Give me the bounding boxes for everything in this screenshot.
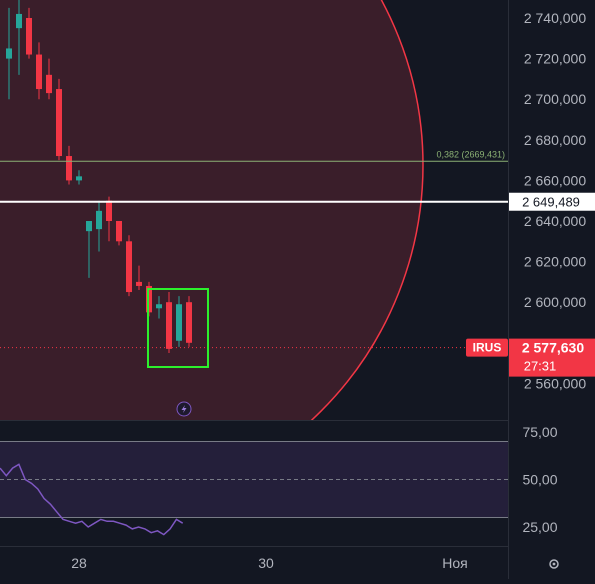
candle-body <box>66 156 72 181</box>
candle-body <box>56 89 62 157</box>
candle-body <box>136 281 142 286</box>
fib-level-label: 0,382 (2669,431) <box>436 149 505 159</box>
price-tick: 2 600,000 <box>524 294 586 310</box>
osc-tick: 25,00 <box>522 519 557 535</box>
symbol-label: IRUS <box>473 341 502 355</box>
current-price-tag: IRUS 2 577,630 27:31 <box>466 338 595 377</box>
price-tick: 2 680,000 <box>524 132 586 148</box>
time-label-30: 30 <box>258 555 274 571</box>
price-tick: 2 620,000 <box>524 254 586 270</box>
bar-countdown: 27:31 <box>524 359 557 374</box>
current-price-label: 2 577,630 <box>522 340 584 356</box>
candle-body <box>96 210 102 230</box>
candle-body <box>76 176 82 181</box>
price-ticks: 2 740,000 2 720,000 2 700,000 2 680,000 2 66… <box>524 10 586 391</box>
candle-body <box>126 241 132 293</box>
oscillator-ticks: 75,00 50,00 25,00 <box>522 424 557 535</box>
osc-tick: 75,00 <box>522 424 557 440</box>
hline-price-label: 2 649,489 <box>509 192 595 211</box>
candle-body <box>26 18 32 55</box>
highlight-rectangle[interactable] <box>147 288 209 368</box>
oscillator-line <box>0 463 184 536</box>
candle-body <box>166 302 172 349</box>
oscillator-pane[interactable] <box>0 441 508 536</box>
candle-body <box>86 221 92 232</box>
candle-body <box>6 48 12 59</box>
price-tick: 2 740,000 <box>524 10 586 26</box>
candle-body <box>46 74 52 94</box>
candle-body <box>176 304 182 341</box>
price-tick: 2 700,000 <box>524 91 586 107</box>
candle-body <box>116 221 122 242</box>
time-axis[interactable]: 28 30 Ноя <box>0 546 508 572</box>
candle-body <box>156 304 162 309</box>
time-label-nov: Ноя <box>442 555 467 571</box>
candles <box>6 0 192 353</box>
gear-icon[interactable] <box>549 559 559 569</box>
osc-tick: 50,00 <box>522 472 557 488</box>
main-pane[interactable]: 0,382 (2669,431) <box>0 0 508 513</box>
time-label-28: 28 <box>71 555 87 571</box>
lightning-icon[interactable] <box>176 401 192 417</box>
price-axis[interactable]: 2 740,000 2 720,000 2 700,000 2 680,000 2 66… <box>466 0 595 579</box>
candle-body <box>106 200 112 221</box>
drawn-circle[interactable] <box>0 0 424 513</box>
candle-body <box>186 302 192 343</box>
price-tick: 2 640,000 <box>524 213 586 229</box>
candle-body <box>36 54 42 90</box>
price-tick: 2 560,000 <box>524 375 586 391</box>
hline-price-text: 2 649,489 <box>522 195 580 210</box>
candle-body <box>16 13 22 29</box>
price-tick: 2 720,000 <box>524 51 586 67</box>
price-tick: 2 660,000 <box>524 172 586 188</box>
